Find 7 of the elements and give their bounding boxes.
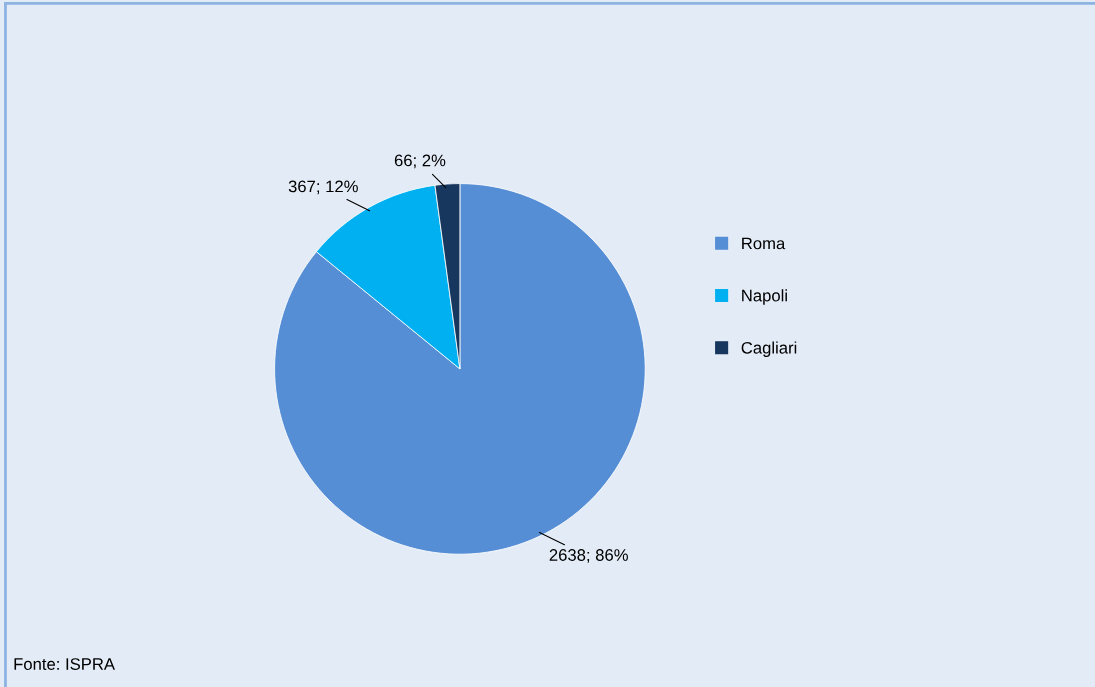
data-label: 367; 12% — [288, 180, 358, 195]
legend-label: Roma — [742, 237, 786, 250]
data-label: 2638; 86% — [549, 549, 628, 563]
legend-label: Cagliari — [741, 341, 797, 357]
data-label: 66; 2% — [394, 154, 446, 169]
legend-label: Napoli — [742, 289, 787, 305]
source-note: Fonte: ISPRA — [14, 658, 115, 670]
